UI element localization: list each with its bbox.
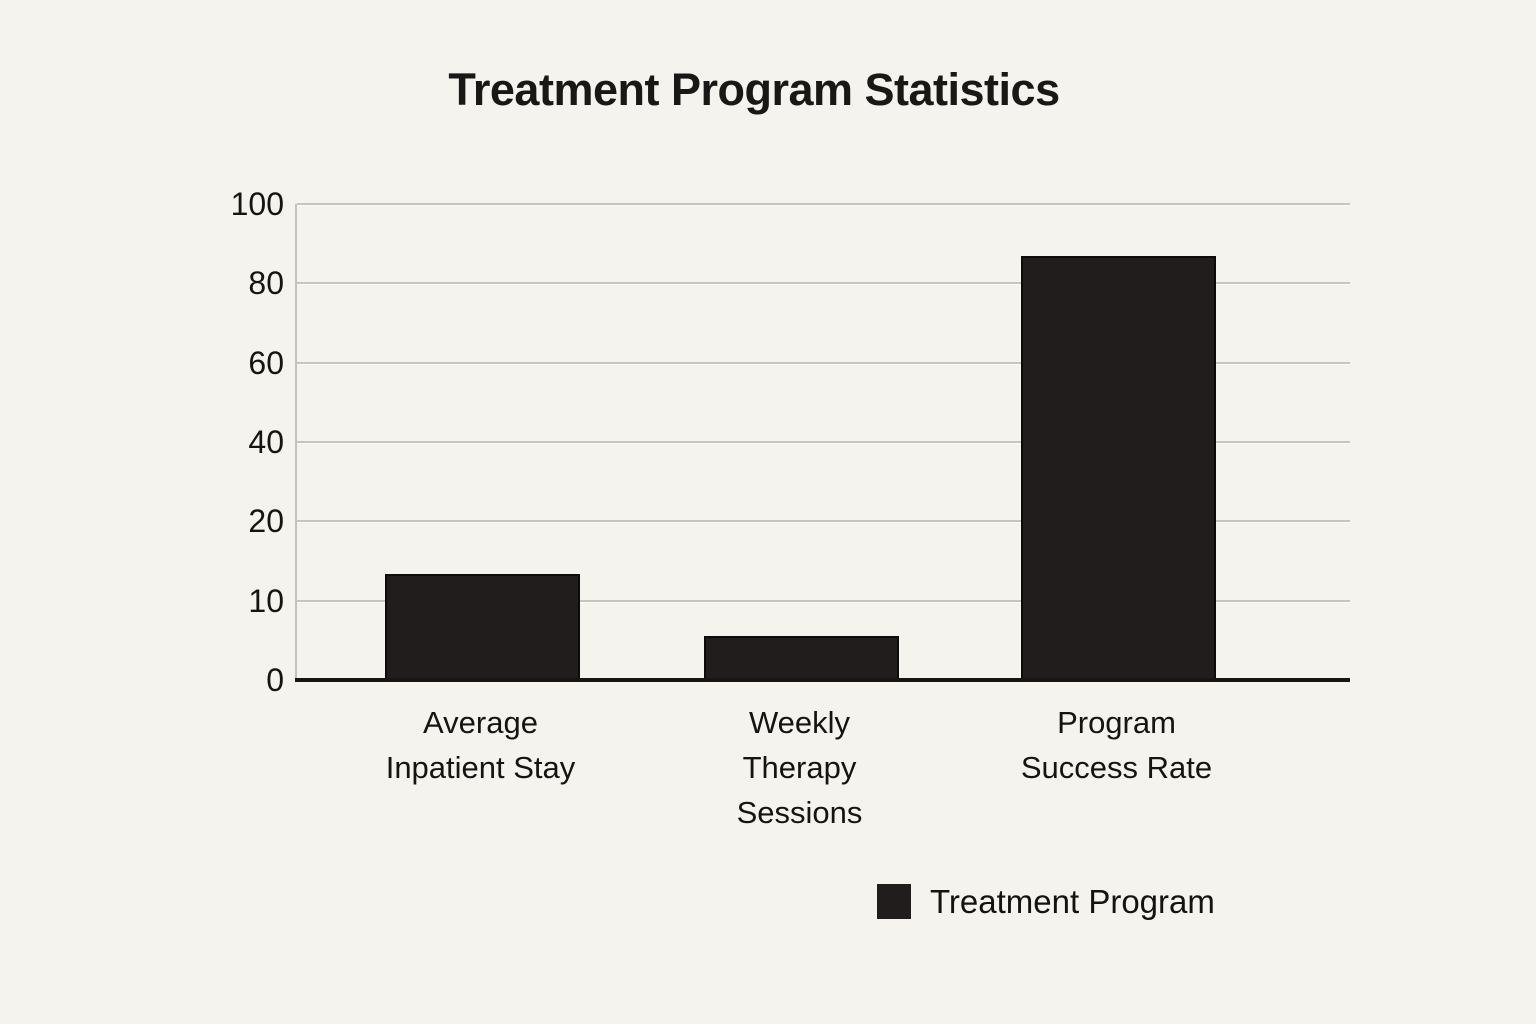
gridline-80 (297, 282, 1350, 285)
gridline-60 (297, 361, 1350, 364)
x-category-label-weekly-therapy-sessions: Weekly Therapy Sessions (736, 705, 863, 830)
gridline-20 (297, 520, 1350, 523)
chart-title: Treatment Program Statistics (448, 64, 1060, 115)
legend-label: Treatment Program (930, 883, 1215, 920)
legend: Treatment Program (877, 884, 1215, 919)
gridline-10 (297, 599, 1350, 602)
bar-weekly-therapy-sessions (704, 636, 899, 680)
y-tick-label-80: 80 (248, 265, 284, 302)
plot-area: 0 10 20 40 60 80 100 (231, 187, 1350, 697)
y-tick-label-0: 0 (266, 662, 284, 698)
bar-average-inpatient-stay (385, 574, 580, 680)
y-tick-label-60: 60 (248, 344, 284, 381)
legend-swatch-treatment-program (877, 884, 911, 919)
x-category-label-average-inpatient-stay: Average Inpatient Stay (385, 705, 576, 785)
x-category-label-program-success-rate: Program Success Rate (1020, 705, 1213, 785)
x-axis-category-labels: Average Inpatient Stay Weekly Therapy Sessio… (295, 700, 1348, 860)
gridline-100 (297, 203, 1350, 205)
y-tick-label-40: 40 (248, 424, 284, 460)
gridline-40 (297, 441, 1350, 443)
bar-program-success-rate (1021, 256, 1216, 680)
y-tick-label-20: 20 (248, 503, 284, 540)
y-tick-label-100: 100 (230, 186, 284, 222)
x-axis-line (295, 678, 1350, 682)
y-tick-label-10: 10 (248, 582, 284, 619)
